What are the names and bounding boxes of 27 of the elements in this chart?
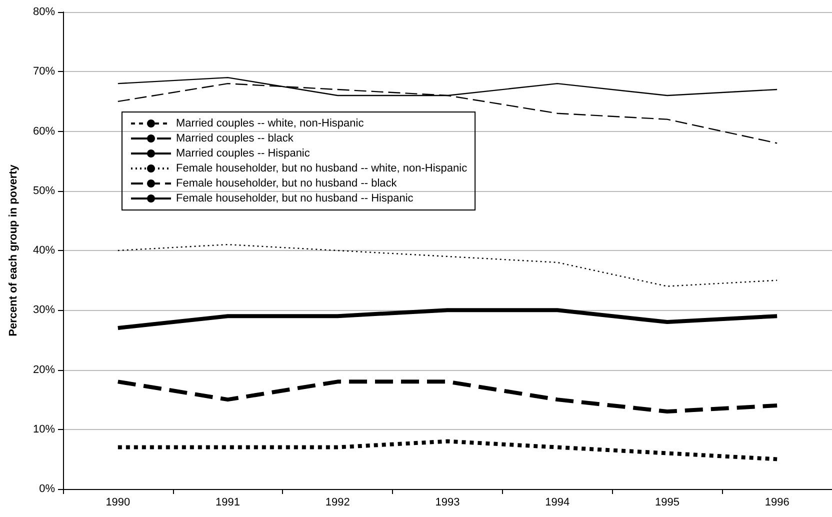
y-tick-label: 50% — [32, 184, 56, 197]
y-tick-label: 70% — [32, 66, 56, 78]
y-tick-label: 30% — [32, 304, 56, 316]
y-tick-label: 60% — [32, 125, 56, 138]
legend-label: Married couples -- white, non-Hispanic — [176, 118, 364, 130]
line-series — [116, 308, 780, 330]
legend-label: Female householder, but no husband -- white, non-Hispanic — [176, 162, 468, 174]
x-tick-label: 1990 — [106, 496, 130, 508]
y-tick-label: 20% — [32, 364, 56, 376]
y-tick-label: 10% — [32, 423, 56, 436]
x-tick-label: 1996 — [764, 496, 790, 508]
line-series — [117, 244, 778, 287]
legend-label: Married couples -- black — [176, 132, 294, 144]
line-series — [116, 439, 780, 462]
y-tick-label: 0% — [39, 483, 56, 495]
y-axis-title: Percent of each group in poverty — [8, 164, 20, 336]
legend-label: Married couples -- Hispanic — [176, 148, 310, 160]
y-tick-label: 40% — [32, 244, 56, 256]
x-tick-label: 1994 — [545, 496, 570, 508]
x-tick-label: 1992 — [325, 496, 350, 508]
line-series — [116, 380, 780, 414]
x-tick-label: 1995 — [654, 496, 680, 508]
x-tick-label: 1991 — [216, 496, 240, 508]
legend-label: Female householder, but no husband -- black — [176, 178, 398, 190]
x-tick-label: 1993 — [435, 496, 460, 508]
y-tick-label: 80% — [32, 6, 56, 18]
legend-label: Female householder, but no husband -- Hispanic — [176, 192, 414, 204]
